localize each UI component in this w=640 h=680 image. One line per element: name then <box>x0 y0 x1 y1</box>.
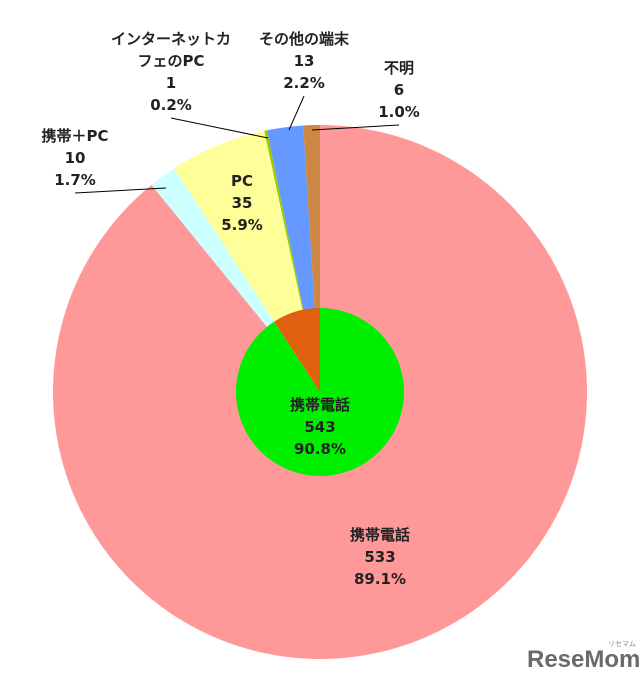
outer-label-0-line-2: 89.1% <box>354 570 406 588</box>
inner-slice-1 <box>274 308 320 392</box>
outer-label-0-line-1: 533 <box>364 548 395 566</box>
watermark: ReseMom リセマム <box>527 640 640 673</box>
outer-label-1: 携帯＋PC 10 1.7% <box>41 127 108 189</box>
watermark-sub: リセマム <box>608 640 636 648</box>
outer-label-4: その他の端末 13 2.2% <box>259 30 350 92</box>
inner-label-0-line-2: 90.8% <box>294 440 346 458</box>
outer-label-5-line-1: 6 <box>394 81 404 99</box>
outer-leader-5 <box>311 124 400 131</box>
outer-leader-1 <box>74 187 167 194</box>
outer-label-2-line-2: 5.9% <box>221 216 263 234</box>
outer-label-3: インターネットカフェのPC 1 0.2% <box>111 30 231 114</box>
inner-label-0: 携帯電話 543 90.8% <box>290 396 350 458</box>
data-labels: 携帯電話 533 89.1% 携帯＋PC 10 1.7% PC 35 5.9% インターネットカフ… <box>41 30 419 588</box>
leader-lines <box>74 95 400 194</box>
outer-label-2: PC 35 5.9% <box>221 172 263 234</box>
outer-leader-3 <box>170 117 269 139</box>
outer-label-2-line-0: PC <box>231 172 253 190</box>
outer-label-3-line-3: 0.2% <box>150 96 192 114</box>
outer-label-1-line-0: 携帯＋PC <box>41 127 108 145</box>
outer-label-3-line-1: フェのPC <box>137 52 204 70</box>
inner-pie <box>235 308 404 477</box>
outer-label-4-line-2: 2.2% <box>283 74 325 92</box>
outer-label-4-line-1: 13 <box>294 52 315 70</box>
outer-label-4-line-0: その他の端末 <box>259 30 350 48</box>
inner-label-0-line-0: 携帯電話 <box>290 396 350 414</box>
outer-label-3-line-2: 1 <box>166 74 176 92</box>
inner-label-0-line-1: 543 <box>304 418 335 436</box>
outer-label-1-line-1: 10 <box>65 149 86 167</box>
outer-label-0-line-0: 携帯電話 <box>350 526 410 544</box>
outer-label-0: 携帯電話 533 89.1% <box>350 526 410 588</box>
outer-label-5-line-2: 1.0% <box>378 103 420 121</box>
watermark-brand: ReseMom <box>527 646 640 673</box>
outer-label-1-line-2: 1.7% <box>54 171 96 189</box>
outer-label-2-line-1: 35 <box>232 194 253 212</box>
outer-label-3-line-0: インターネットカ <box>111 30 231 48</box>
outer-leader-4 <box>288 95 305 131</box>
inner-slice-0 <box>235 308 404 477</box>
outer-label-5: 不明 6 1.0% <box>378 59 420 121</box>
outer-label-5-line-0: 不明 <box>384 59 414 77</box>
